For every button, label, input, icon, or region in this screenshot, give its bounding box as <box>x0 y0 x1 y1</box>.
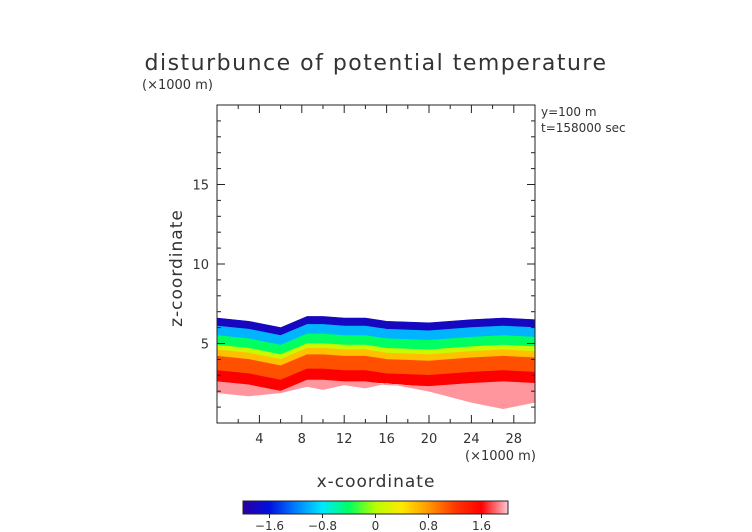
x-axis-label: x-coordinate <box>317 472 436 492</box>
x-unit-label: (×1000 m) <box>465 449 536 464</box>
info-y-label: y=100 m <box>541 105 597 119</box>
x-tick-label-1: 8 <box>298 432 306 447</box>
x-tick-label-3: 16 <box>378 432 395 447</box>
colorbar-tick-label-0: −1.6 <box>255 519 284 532</box>
colorbar-tick-label-2: 0 <box>372 519 380 532</box>
colorbar <box>242 500 509 515</box>
y-unit-label: (×1000 m) <box>142 78 213 93</box>
colorbar-tick-label-4: 1.6 <box>472 519 491 532</box>
y-tick-label-1: 10 <box>192 258 209 273</box>
x-tick-label-4: 20 <box>421 432 438 447</box>
chart-title: disturbunce of potential temperature <box>145 51 608 76</box>
x-tick-label-6: 28 <box>506 432 523 447</box>
x-tick-label-0: 4 <box>255 432 263 447</box>
axes: 4 8 12 16 20 24 28 5 10 15 <box>192 105 535 447</box>
x-tick-label-5: 24 <box>463 432 480 447</box>
field-layer-7 <box>217 379 535 409</box>
colorbar-ticks: −1.6 −0.8 0 0.8 1.6 <box>255 514 491 532</box>
field-contours <box>217 316 535 409</box>
y-tick-label-0: 5 <box>201 338 209 353</box>
y-axis-label: z-coordinate <box>167 209 187 327</box>
colorbar-tick-label-1: −0.8 <box>308 519 337 532</box>
info-time-label: t=158000 sec <box>541 121 626 135</box>
colorbar-tick-label-3: 0.8 <box>419 519 438 532</box>
x-tick-label-2: 12 <box>336 432 353 447</box>
y-tick-label-2: 15 <box>192 179 209 194</box>
